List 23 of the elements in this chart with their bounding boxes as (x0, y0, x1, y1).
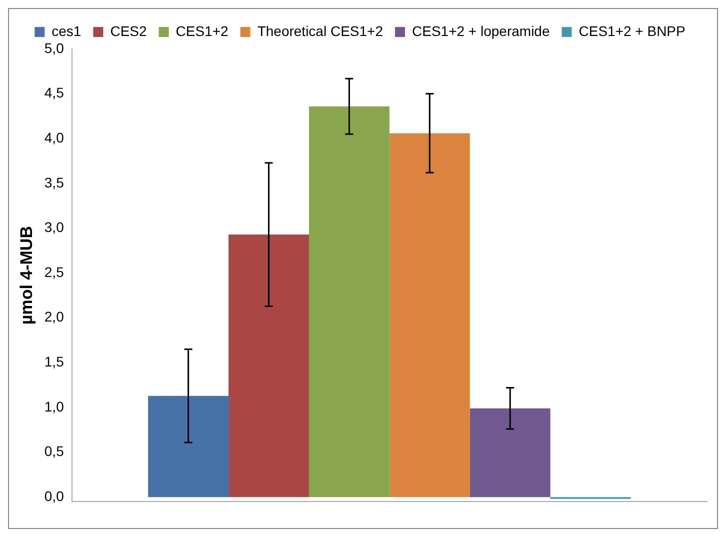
bar (308, 106, 390, 498)
legend-label: CES2 (110, 22, 147, 39)
bar (148, 396, 229, 498)
y-tick-label: 1,0 (44, 398, 64, 414)
y-tick-label: 5,0 (44, 40, 64, 56)
y-tick-label: 3,0 (44, 219, 64, 236)
y-tick-label: 2,0 (44, 308, 64, 325)
legend-label: CES1+2 (176, 22, 229, 39)
bar (389, 133, 470, 498)
y-tick-label: 2,5 (44, 264, 64, 280)
y-tick-label: 4,0 (44, 129, 64, 146)
y-tick-label: 4,5 (44, 84, 64, 101)
y-tick-label: 0,0 (44, 488, 64, 504)
y-tick-label: 3,5 (44, 174, 64, 190)
legend-label: CES1+2 + BNPP (578, 22, 686, 39)
bar (228, 234, 309, 498)
y-tick-label: 0,5 (44, 443, 64, 460)
legend-label: ces1 (52, 22, 82, 39)
bar (470, 408, 550, 498)
legend-label: CES1+2 + loperamide (412, 22, 550, 39)
legend-label: Theoretical CES1+2 (257, 22, 384, 39)
y-tick-label: 1,5 (44, 354, 64, 370)
y-axis-title: µmol 4-MUB (16, 226, 36, 325)
